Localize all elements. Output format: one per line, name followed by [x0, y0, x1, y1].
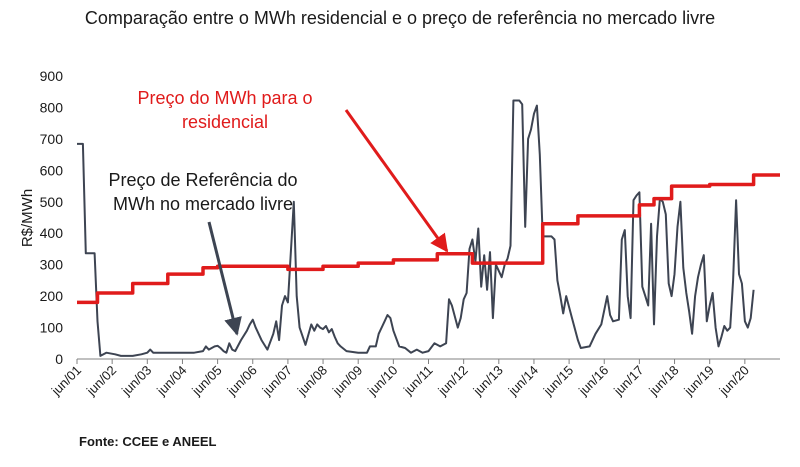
- y-tick-label: 500: [40, 194, 64, 210]
- y-tick-label: 0: [55, 351, 63, 367]
- x-tick-label: jun/03: [118, 363, 154, 399]
- y-tick-label: 100: [40, 320, 64, 336]
- x-tick-label: jun/02: [83, 363, 119, 399]
- x-tick-label: jun/20: [716, 363, 752, 399]
- series-line-referencia: [77, 99, 755, 357]
- x-tick-label: jun/01: [48, 363, 84, 399]
- source-note: Fonte: CCEE e ANEEL: [79, 434, 217, 449]
- x-tick-label: jun/10: [364, 363, 400, 399]
- annotation-residencial-line-2: residencial: [182, 112, 268, 132]
- y-axis-label-group: R$/MWh: [19, 189, 36, 247]
- x-tick-label: jun/12: [434, 363, 470, 399]
- x-tick-label: jun/15: [540, 363, 576, 399]
- x-tick-label: jun/14: [505, 363, 541, 399]
- series-line-residencial: [77, 173, 780, 305]
- y-axis: 0 100 200 300 400 500 600 700 800 900: [40, 68, 64, 367]
- y-tick-label: 800: [40, 99, 64, 115]
- x-tick-label: jun/06: [224, 363, 260, 399]
- x-tick-label: jun/05: [188, 363, 224, 399]
- x-tick-label: jun/17: [610, 363, 646, 399]
- x-tick-label: jun/11: [400, 363, 436, 399]
- x-tick-label: jun/19: [680, 363, 716, 399]
- annotation-residencial-line-1: Preço do MWh para o: [137, 88, 312, 108]
- chart-title: Comparação entre o MWh residencial e o p…: [84, 8, 716, 28]
- y-tick-label: 600: [40, 162, 64, 178]
- annotation-referencia-line-1: Preço de Referência do: [108, 170, 297, 190]
- y-tick-label: 900: [40, 68, 64, 84]
- x-tick-label: jun/09: [329, 363, 365, 399]
- x-tick-label: jun/16: [575, 363, 611, 399]
- y-tick-label: 400: [40, 225, 64, 241]
- x-tick-label: jun/08: [294, 363, 330, 399]
- x-axis: jun/01 jun/02 jun/03 jun/04 jun/05 jun/06 jun/…: [48, 359, 752, 399]
- annotation-residencial: Preço do MWh para o residencial: [137, 88, 449, 253]
- y-tick-label: 700: [40, 131, 64, 147]
- series-layer: [77, 99, 780, 357]
- x-tick-label: jun/13: [470, 363, 506, 399]
- y-tick-label: 300: [40, 257, 64, 273]
- y-tick-label: 200: [40, 288, 64, 304]
- annotation-referencia-line-2: MWh no mercado livre: [113, 194, 293, 214]
- x-tick-label: jun/07: [259, 363, 295, 399]
- annotation-residencial-arrow: [344, 109, 449, 253]
- x-tick-label: jun/04: [153, 363, 189, 399]
- annotation-referencia-arrow: [207, 221, 242, 336]
- y-axis-label: R$/MWh: [19, 189, 36, 247]
- annotation-referencia: Preço de Referência do MWh no mercado li…: [108, 170, 298, 336]
- x-tick-label: jun/18: [645, 363, 681, 399]
